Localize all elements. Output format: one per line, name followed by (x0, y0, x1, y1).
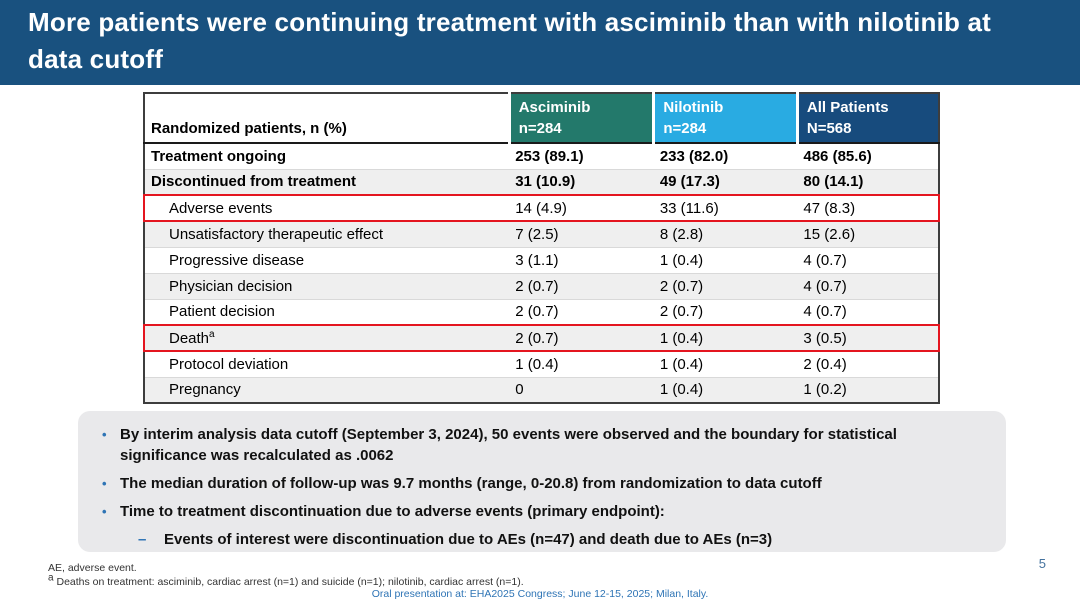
table-row: Discontinued from treatment 31 (10.9) 49… (144, 168, 939, 195)
column-label: Nilotinib (663, 99, 724, 116)
row-value: 14 (4.9) (509, 194, 654, 222)
row-value: 486 (85.6) (797, 142, 939, 169)
row-value: 233 (82.0) (653, 142, 798, 169)
bullet-item: • Time to treatment discontinuation due … (96, 501, 984, 522)
bullet-item: • The median duration of follow-up was 9… (96, 473, 984, 494)
column-label: Asciminib (518, 99, 591, 116)
row-value: 253 (89.1) (509, 142, 654, 169)
footnote-deaths-text: Deaths on treatment: asciminib, cardiac … (56, 576, 524, 588)
row-value: 2 (0.4) (797, 350, 939, 377)
row-value: 1 (0.4) (653, 324, 798, 352)
table-row: Deatha 2 (0.7) 1 (0.4) 3 (0.5) (142, 324, 940, 352)
row-label: Unsatisfactory therapeutic effect (144, 220, 510, 247)
column-header-asciminib: Asciminib n=284 (507, 93, 654, 144)
bullet-text: Time to treatment discontinuation due to… (120, 503, 665, 520)
table-header: Randomized patients, n (%) Asciminib n=2… (144, 93, 939, 144)
row-label: Progressive disease (144, 246, 510, 273)
sub-bullet-item: – Events of interest were discontinuatio… (96, 529, 984, 550)
column-header-all-patients: All Patients N=568 (795, 93, 939, 144)
attribution-line: Oral presentation at: EHA2025 Congress; … (371, 588, 709, 600)
bullet-list: • By interim analysis data cutoff (Septe… (96, 424, 984, 550)
row-label: Protocol deviation (144, 350, 510, 377)
row-label: Patient decision (144, 298, 510, 325)
row-label: Adverse events (142, 194, 510, 222)
table-row: Unsatisfactory therapeutic effect 7 (2.5… (144, 220, 939, 247)
row-value: 80 (14.1) (797, 168, 939, 195)
row-value: 15 (2.6) (797, 220, 939, 247)
bullet-marker: • (102, 476, 107, 491)
row-value: 1 (0.4) (509, 350, 654, 377)
table-row: Adverse events 14 (4.9) 33 (11.6) 47 (8.… (142, 194, 940, 222)
footnote-deaths: a Deaths on treatment: asciminib, cardia… (48, 572, 524, 589)
row-value: 0 (509, 376, 654, 403)
sub-bullet-marker: – (138, 531, 147, 548)
randomized-patients-table: Randomized patients, n (%) Asciminib n=2… (142, 92, 940, 404)
row-value: 7 (2.5) (509, 220, 654, 247)
column-header-nilotinib: Nilotinib n=284 (652, 93, 798, 144)
column-label: All Patients (806, 99, 889, 116)
column-n: n=284 (663, 120, 707, 137)
table-row: Protocol deviation 1 (0.4) 1 (0.4) 2 (0.… (144, 350, 939, 377)
page-number: 5 (1038, 556, 1046, 571)
bullet-text: The median duration of follow-up was 9.7… (120, 475, 822, 492)
row-value: 1 (0.4) (653, 350, 798, 377)
header-row: Randomized patients, n (%) Asciminib n=2… (144, 93, 939, 144)
row-value: 33 (11.6) (653, 194, 798, 222)
row-value: 2 (0.7) (509, 298, 654, 325)
row-value: 1 (0.2) (797, 376, 939, 403)
footnotes: AE, adverse event. a Deaths on treatment… (48, 561, 524, 589)
row-value: 2 (0.7) (509, 324, 654, 352)
table-row: Pregnancy 0 1 (0.4) 1 (0.2) (144, 376, 939, 403)
row-label: Pregnancy (144, 376, 510, 403)
row-label: Discontinued from treatment (144, 168, 510, 195)
row-value: 47 (8.3) (797, 194, 940, 222)
row-label: Treatment ongoing (144, 142, 510, 169)
title-bar: More patients were continuing treatment … (0, 0, 1080, 85)
table-row: Patient decision 2 (0.7) 2 (0.7) 4 (0.7) (144, 298, 939, 325)
row-value: 1 (0.4) (653, 246, 798, 273)
key-findings-box: • By interim analysis data cutoff (Septe… (78, 411, 1006, 552)
table-row: Treatment ongoing 253 (89.1) 233 (82.0) … (144, 142, 939, 169)
discontinuation-table: Randomized patients, n (%) Asciminib n=2… (142, 92, 940, 404)
table-row: Progressive disease 3 (1.1) 1 (0.4) 4 (0… (144, 246, 939, 273)
column-n: N=568 (806, 120, 852, 137)
row-label: Physician decision (144, 272, 510, 299)
row-value: 49 (17.3) (653, 168, 798, 195)
row-value: 3 (0.5) (797, 324, 940, 352)
slide-title: More patients were continuing treatment … (28, 7, 992, 74)
footnote-superscript: a (48, 572, 54, 584)
footnote-abbreviation: AE, adverse event. (48, 562, 137, 574)
bullet-marker: • (102, 427, 107, 442)
sub-bullet-text: Events of interest were discontinuation … (164, 531, 773, 548)
bullet-text: By interim analysis data cutoff (Septemb… (120, 426, 897, 464)
bullet-item: • By interim analysis data cutoff (Septe… (96, 424, 984, 466)
row-value: 31 (10.9) (509, 168, 654, 195)
corner-header: Randomized patients, n (%) (144, 93, 510, 144)
row-value: 2 (0.7) (653, 272, 798, 299)
row-value: 4 (0.7) (797, 272, 939, 299)
table-row: Physician decision 2 (0.7) 2 (0.7) 4 (0.… (144, 272, 939, 299)
row-label: Deatha (142, 324, 510, 352)
row-value: 3 (1.1) (509, 246, 654, 273)
bullet-marker: • (102, 504, 107, 519)
column-n: n=284 (518, 120, 562, 137)
row-value: 1 (0.4) (653, 376, 798, 403)
row-value: 4 (0.7) (797, 246, 939, 273)
row-value: 4 (0.7) (797, 298, 939, 325)
row-value: 8 (2.8) (653, 220, 798, 247)
table-body: Treatment ongoing 253 (89.1) 233 (82.0) … (142, 142, 940, 403)
row-value: 2 (0.7) (509, 272, 654, 299)
row-value: 2 (0.7) (653, 298, 798, 325)
